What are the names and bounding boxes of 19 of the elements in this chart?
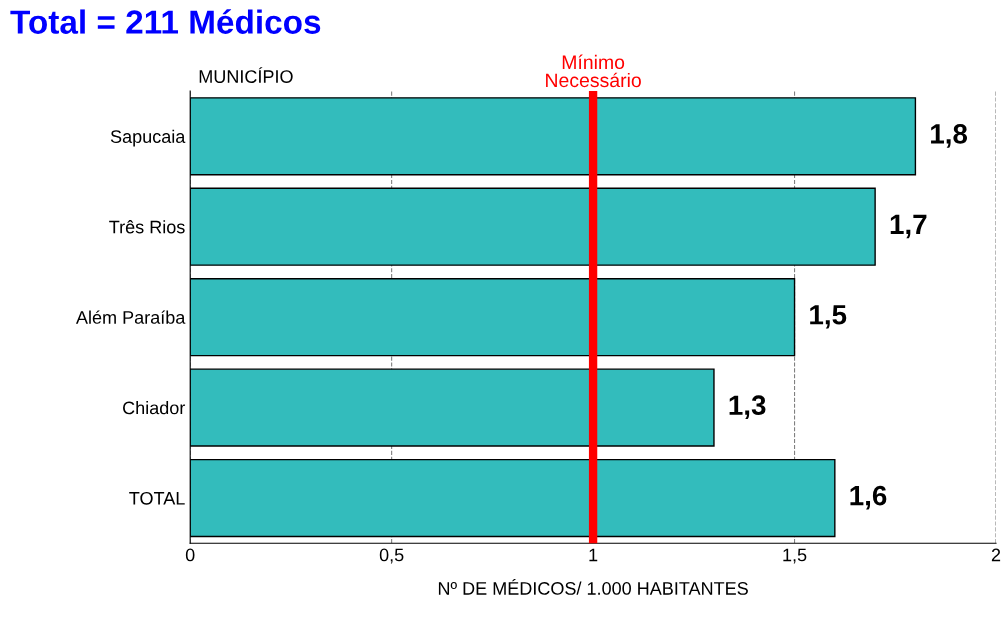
data-label: 1,8 bbox=[931, 124, 968, 148]
y-tick-label: TOTAL bbox=[129, 491, 185, 505]
y-tick-label: Sapucaia bbox=[110, 129, 186, 147]
x-tick-label: 0 bbox=[185, 548, 195, 562]
x-tick-label: 0,5 bbox=[379, 548, 404, 564]
data-label: 1,3 bbox=[729, 395, 766, 420]
ref-line-label: Mínimo Necessário bbox=[546, 54, 641, 88]
data-label: 1,7 bbox=[890, 214, 927, 239]
y-axis-title: MUNICÍPIO bbox=[199, 67, 293, 83]
data-label: 1,6 bbox=[850, 485, 887, 510]
chart-title: Total = 211 Médicos bbox=[10, 9, 321, 34]
y-tick-label: Três Rios bbox=[109, 220, 185, 234]
data-label: 1,5 bbox=[810, 305, 847, 329]
y-tick-label: Além Paraíba bbox=[75, 310, 186, 324]
y-tick-label: Chiador bbox=[123, 401, 186, 415]
x-tick-label: 1 bbox=[589, 548, 598, 562]
x-tick-label: 2 bbox=[991, 548, 1001, 562]
x-tick-label: 1,5 bbox=[783, 548, 807, 564]
x-axis-title: Nº DE MÉDICOS/ 1.000 HABITANTES bbox=[438, 579, 748, 595]
